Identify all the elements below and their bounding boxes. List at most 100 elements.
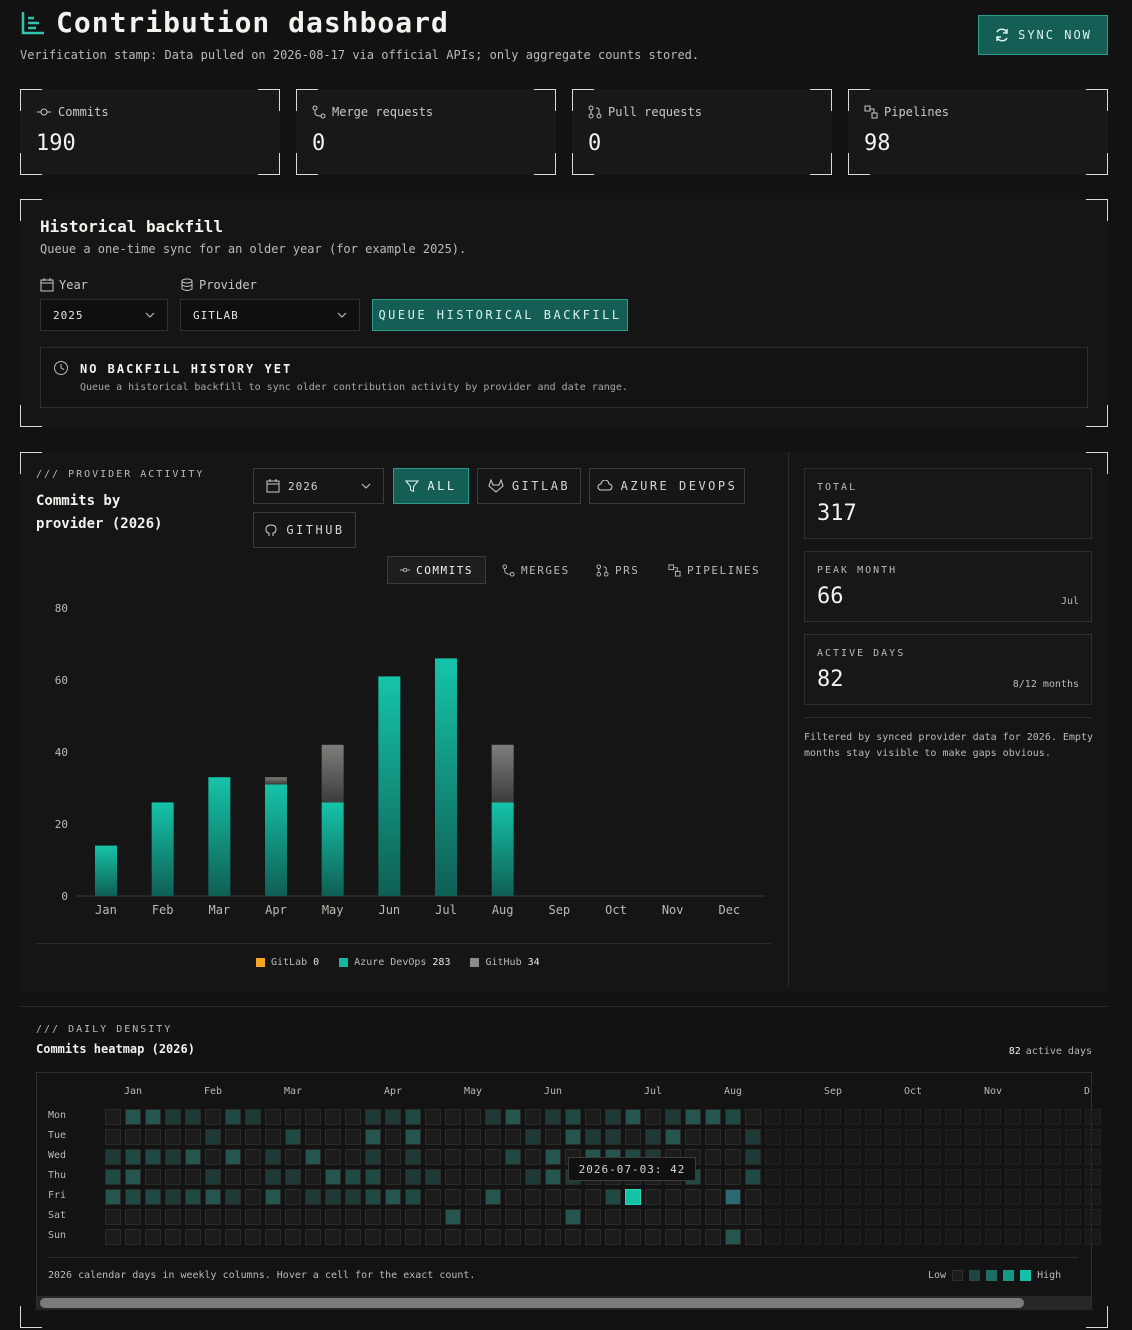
heatmap-cell[interactable] <box>1065 1149 1081 1165</box>
heatmap-cell[interactable] <box>545 1149 561 1165</box>
heatmap-cell[interactable] <box>265 1129 281 1145</box>
heatmap-cell[interactable] <box>1025 1209 1041 1225</box>
heatmap-cell[interactable] <box>1025 1129 1041 1145</box>
heatmap-cell[interactable] <box>145 1189 161 1205</box>
heatmap-cell[interactable] <box>425 1209 441 1225</box>
heatmap-cell[interactable] <box>825 1129 841 1145</box>
heatmap-cell[interactable] <box>245 1149 261 1165</box>
heatmap-cell[interactable] <box>705 1229 721 1245</box>
heatmap-cell[interactable] <box>205 1209 221 1225</box>
heatmap-cell[interactable] <box>465 1209 481 1225</box>
heatmap-cell[interactable] <box>985 1189 1001 1205</box>
heatmap-cell[interactable] <box>705 1209 721 1225</box>
heatmap-cell[interactable] <box>225 1109 241 1125</box>
heatmap-cell[interactable] <box>105 1109 121 1125</box>
heatmap-cell[interactable] <box>825 1169 841 1185</box>
heatmap-cell[interactable] <box>545 1109 561 1125</box>
heatmap-cell[interactable] <box>665 1109 681 1125</box>
heatmap-cell[interactable] <box>1085 1209 1101 1225</box>
heatmap-cell[interactable] <box>985 1109 1001 1125</box>
heatmap-cell[interactable] <box>285 1229 301 1245</box>
heatmap-cell[interactable] <box>1045 1129 1061 1145</box>
heatmap-cell[interactable] <box>505 1169 521 1185</box>
heatmap-cell[interactable] <box>605 1229 621 1245</box>
heatmap-cell[interactable] <box>1025 1109 1041 1125</box>
heatmap-cell[interactable] <box>465 1149 481 1165</box>
heatmap-cell[interactable] <box>725 1229 741 1245</box>
heatmap-cell[interactable] <box>1085 1149 1101 1165</box>
heatmap-cell[interactable] <box>925 1109 941 1125</box>
heatmap-cell[interactable] <box>405 1229 421 1245</box>
heatmap-cell[interactable] <box>145 1129 161 1145</box>
heatmap-cell[interactable] <box>445 1109 461 1125</box>
heatmap-cell[interactable] <box>265 1189 281 1205</box>
heatmap-cell[interactable] <box>865 1129 881 1145</box>
heatmap-cell[interactable] <box>445 1209 461 1225</box>
heatmap-cell[interactable] <box>1005 1169 1021 1185</box>
heatmap-cell[interactable] <box>185 1189 201 1205</box>
filter-github[interactable]: GITHUB <box>253 512 356 548</box>
heatmap-cell[interactable] <box>365 1209 381 1225</box>
heatmap-cell[interactable] <box>645 1129 661 1145</box>
heatmap-cell[interactable] <box>865 1209 881 1225</box>
heatmap-cell[interactable] <box>245 1109 261 1125</box>
heatmap-cell[interactable] <box>525 1189 541 1205</box>
heatmap-cell[interactable] <box>445 1129 461 1145</box>
heatmap-cell[interactable] <box>525 1209 541 1225</box>
heatmap-cell[interactable] <box>865 1169 881 1185</box>
heatmap-cell[interactable] <box>425 1149 441 1165</box>
heatmap-cell[interactable] <box>165 1209 181 1225</box>
heatmap-cell[interactable] <box>1065 1169 1081 1185</box>
heatmap-cell[interactable] <box>945 1129 961 1145</box>
heatmap-cell[interactable] <box>845 1209 861 1225</box>
tab-commits[interactable]: COMMITS <box>387 556 486 584</box>
heatmap-cell[interactable] <box>845 1229 861 1245</box>
bar-azure-devops-aug[interactable] <box>491 802 514 896</box>
heatmap-cell[interactable] <box>545 1129 561 1145</box>
heatmap-cell[interactable] <box>325 1149 341 1165</box>
heatmap-cell[interactable] <box>825 1189 841 1205</box>
heatmap-cell[interactable] <box>605 1189 621 1205</box>
heatmap-cell[interactable] <box>1085 1169 1101 1185</box>
heatmap-cell[interactable] <box>385 1129 401 1145</box>
heatmap-cell[interactable] <box>605 1109 621 1125</box>
heatmap-cell[interactable] <box>485 1149 501 1165</box>
heatmap-cell[interactable] <box>405 1149 421 1165</box>
heatmap-cell[interactable] <box>305 1169 321 1185</box>
heatmap-cell[interactable] <box>165 1109 181 1125</box>
heatmap-cell[interactable] <box>785 1169 801 1185</box>
heatmap-cell[interactable] <box>785 1189 801 1205</box>
heatmap-cell[interactable] <box>865 1189 881 1205</box>
heatmap-cell[interactable] <box>925 1189 941 1205</box>
heatmap-cell[interactable] <box>285 1209 301 1225</box>
heatmap-cell[interactable] <box>325 1209 341 1225</box>
heatmap-cell[interactable] <box>365 1149 381 1165</box>
provider-select[interactable]: GITLAB <box>180 299 360 331</box>
heatmap-cell[interactable] <box>165 1169 181 1185</box>
heatmap-cell[interactable] <box>205 1149 221 1165</box>
heatmap-cell[interactable] <box>105 1169 121 1185</box>
heatmap-cell[interactable] <box>665 1129 681 1145</box>
heatmap-cell[interactable] <box>265 1109 281 1125</box>
bar-github-aug[interactable] <box>491 744 514 803</box>
heatmap-cell[interactable] <box>1085 1109 1101 1125</box>
heatmap-cell[interactable] <box>325 1229 341 1245</box>
heatmap-cell[interactable] <box>185 1129 201 1145</box>
heatmap-cell[interactable] <box>505 1109 521 1125</box>
bar-azure-devops-mar[interactable] <box>208 777 231 896</box>
heatmap-cell[interactable] <box>625 1129 641 1145</box>
heatmap-cell[interactable] <box>985 1229 1001 1245</box>
heatmap-cell[interactable] <box>365 1229 381 1245</box>
heatmap-cell[interactable] <box>405 1189 421 1205</box>
bar-azure-devops-jan[interactable] <box>95 845 117 896</box>
heatmap-cell[interactable] <box>745 1189 761 1205</box>
heatmap-cell[interactable] <box>445 1149 461 1165</box>
heatmap-cell[interactable] <box>745 1129 761 1145</box>
heatmap-cell[interactable] <box>845 1129 861 1145</box>
heatmap-cell[interactable] <box>285 1149 301 1165</box>
heatmap-cell[interactable] <box>825 1229 841 1245</box>
heatmap-cell[interactable] <box>365 1169 381 1185</box>
heatmap-cell[interactable] <box>745 1149 761 1165</box>
heatmap-cell[interactable] <box>465 1229 481 1245</box>
heatmap-cell[interactable] <box>765 1189 781 1205</box>
